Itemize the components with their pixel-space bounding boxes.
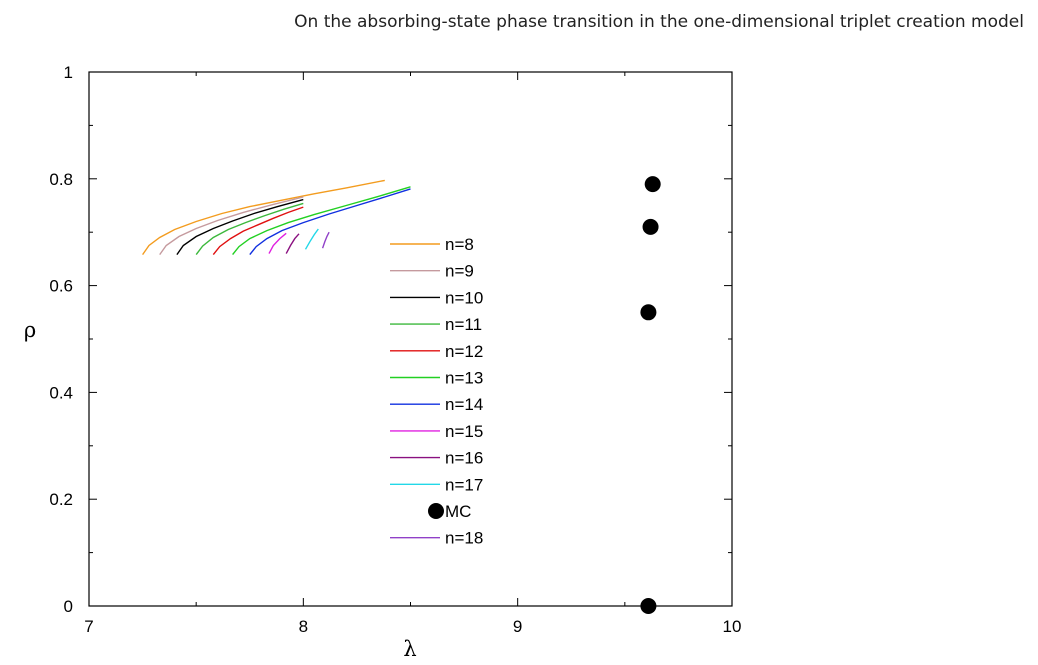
mc-point: [640, 598, 657, 614]
mc-point: [644, 176, 661, 193]
y-tick-label: 0.6: [49, 277, 73, 296]
series-line-n-13: [232, 186, 411, 256]
y-tick-label: 0: [64, 597, 73, 616]
running-title: On the absorbing-state phase transition …: [294, 12, 1024, 32]
plot-frame: [88, 71, 733, 607]
plot-frame-group: [88, 71, 733, 607]
legend-label-n-13: n=13: [445, 369, 483, 388]
series-group: [142, 176, 661, 614]
legend-label-n-14: n=14: [445, 395, 483, 414]
legend-label-n-16: n=16: [445, 449, 483, 468]
legend-label-mc: MC: [445, 502, 471, 521]
series-line-n-14: [249, 188, 411, 256]
mc-point: [642, 218, 659, 235]
series-line-n-8: [142, 179, 385, 256]
legend-label-n-12: n=12: [445, 342, 483, 361]
series-line-n-10: [176, 198, 304, 256]
series-line-n-9: [159, 196, 304, 256]
legend-label-n-15: n=15: [445, 422, 483, 441]
x-tick-label: 9: [513, 617, 522, 636]
series-line-n-12: [212, 206, 304, 256]
x-axis-label: λ: [403, 637, 416, 661]
series-line-n-11: [195, 202, 304, 256]
ticks-group: 7 8 9 10 0 0.2 0.4 0.6 0.8 1: [49, 63, 741, 636]
x-tick-label: 8: [299, 617, 308, 636]
series-line-n-18: [321, 231, 330, 249]
series-line-n-15: [268, 232, 287, 254]
x-tick-label: 7: [84, 617, 93, 636]
legend-label-n-17: n=17: [445, 475, 483, 494]
y-tick-label: 1: [64, 63, 73, 82]
x-tick-label: 10: [723, 617, 742, 636]
legend-swatch-mc: [428, 503, 444, 519]
legend-label-n-8: n=8: [445, 235, 474, 254]
legend-label-n-9: n=9: [445, 262, 474, 281]
y-tick-label: 0.4: [49, 383, 73, 402]
legend-label-n-18: n=18: [445, 529, 483, 548]
y-tick-label: 0.2: [49, 490, 73, 509]
y-tick-label: 0.8: [49, 170, 73, 189]
mc-point: [640, 304, 657, 321]
series-line-n-16: [285, 233, 300, 254]
legend-label-n-10: n=10: [445, 288, 483, 307]
series-line-n-17: [304, 228, 319, 250]
legend-group: n=8 n=9 n=10 n=11 n=12 n=13 n=14 n=15 n=16 n=17 MC…: [390, 235, 483, 548]
legend-label-n-11: n=11: [445, 315, 482, 334]
y-axis-label: ρ: [24, 318, 36, 342]
